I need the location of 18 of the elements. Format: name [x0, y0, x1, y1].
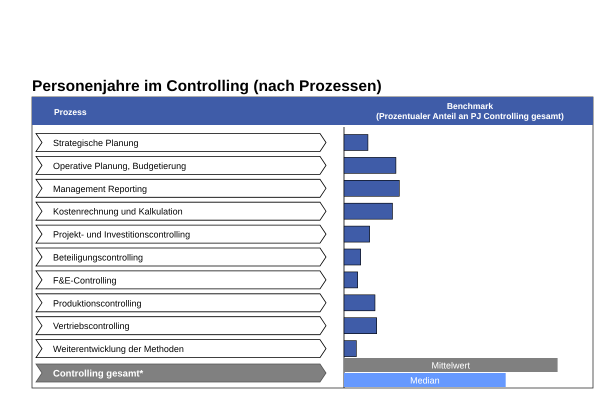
y-tick-label: Weiterentwicklung der Methoden — [53, 344, 184, 354]
bar — [344, 358, 558, 372]
y-tick-label: Operative Planung, Budgetierung — [53, 160, 186, 171]
y-tick-label: Kostenrechnung und Kalkulation — [53, 206, 183, 217]
y-tick-label: Projekt- und Investitionscontrolling — [53, 230, 190, 240]
y-tick-label: Controlling gesamt* — [53, 368, 144, 380]
y-tick-label: Strategische Planung — [53, 138, 139, 148]
y-axis-title: Prozess — [54, 107, 87, 117]
y-tick-label: Management Reporting — [53, 184, 148, 194]
y-tick-label: Vertriebscontrolling — [53, 321, 130, 332]
series-label: Median — [410, 376, 440, 386]
series-label: Mittelwert — [432, 360, 471, 370]
text: Personenjahre im Controlling (nach Prozessen) — [32, 78, 382, 95]
y-tick-label: Produktionscontrolling — [53, 298, 142, 308]
y-tick-label: Beteiligungscontrolling — [53, 252, 144, 262]
bar — [344, 373, 506, 387]
x-axis-title: Benchmark (Prozentualer Anteil an PJ Controlling gesamt) — [376, 101, 564, 121]
y-tick-label: F&E-Controlling — [53, 275, 117, 286]
